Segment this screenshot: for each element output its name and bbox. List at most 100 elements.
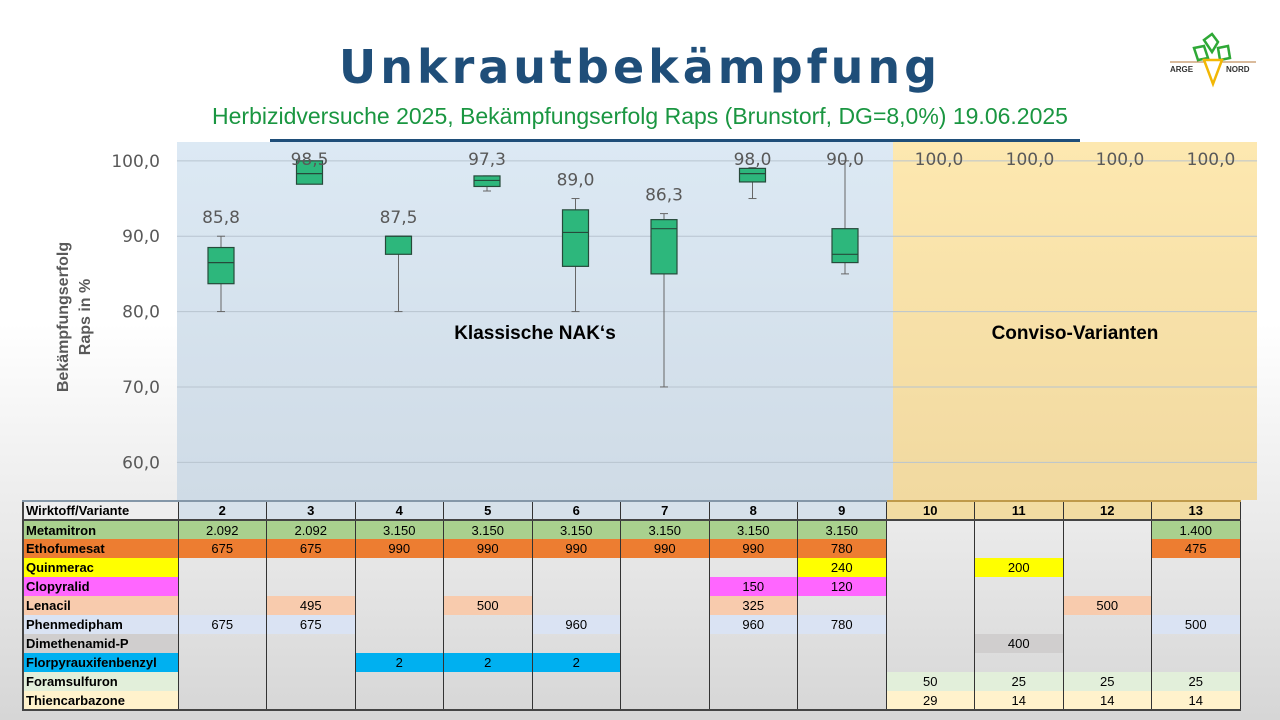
table-row: Dimethenamid-P 400	[22, 634, 1241, 653]
table-cell: 2	[443, 653, 533, 672]
table-cell: 475	[1151, 539, 1241, 558]
table-cell-empty	[708, 672, 798, 691]
table-cell-empty	[974, 653, 1064, 672]
table-cell-empty	[974, 520, 1064, 539]
column-header: 6	[531, 500, 621, 521]
y-axis-label-line1: Bekämpfungserfolg	[55, 241, 72, 393]
mean-label: 100,0	[1096, 150, 1145, 170]
y-axis-label-line2: Raps in %	[77, 278, 94, 356]
table-cell-empty	[885, 596, 975, 615]
box	[207, 246, 235, 285]
table-cell-empty	[354, 596, 444, 615]
table-cell-empty	[443, 577, 533, 596]
table-cell: 780	[797, 539, 887, 558]
table-header-row: Wirktoff/Variante 2 3 4 5 6 7 8 9 10 11 12 13	[22, 500, 1241, 521]
table-cell-empty	[177, 653, 267, 672]
table-cell-empty	[443, 558, 533, 577]
table-cell: 2	[531, 653, 621, 672]
table-cell-empty	[797, 672, 887, 691]
table-cell-empty	[620, 596, 710, 615]
table-cell: 675	[177, 539, 267, 558]
table-cell: 25	[974, 672, 1064, 691]
table-cell-empty	[708, 558, 798, 577]
table-cell: 675	[177, 615, 267, 634]
table-cell-empty	[354, 558, 444, 577]
table-cell-empty	[354, 615, 444, 634]
table-row: Florpyrauxifenbenzyl 2 2 2	[22, 653, 1241, 672]
table-cell: 14	[974, 691, 1064, 711]
table-cell: 25	[1062, 672, 1152, 691]
table-cell-empty	[1062, 653, 1152, 672]
table-cell-empty	[266, 634, 356, 653]
table-cell: 990	[443, 539, 533, 558]
table-cell: 25	[1151, 672, 1241, 691]
box	[384, 235, 413, 255]
table-cell-empty	[797, 596, 887, 615]
active-ingredient-table: Wirktoff/Variante 2 3 4 5 6 7 8 9 10 11 12 13 Metamit…	[22, 500, 1241, 711]
table-cell-empty	[531, 558, 621, 577]
corner-header: Wirktoff/Variante	[22, 500, 179, 521]
table-cell-empty	[797, 653, 887, 672]
table-cell-empty	[885, 615, 975, 634]
table-cell-empty	[974, 615, 1064, 634]
table-cell-empty	[974, 539, 1064, 558]
row-label: Ethofumesat	[22, 539, 179, 558]
page-title: Unkrautbekämpfung	[338, 40, 942, 94]
table-row: Quinmerac 240 200	[22, 558, 1241, 577]
table-cell: 960	[708, 615, 798, 634]
table-cell-empty	[1151, 558, 1241, 577]
table-cell-empty	[266, 691, 356, 711]
table-cell: 2	[354, 653, 444, 672]
svg-text:NORD: NORD	[1226, 65, 1250, 74]
column-header: 12	[1062, 500, 1152, 521]
box	[650, 219, 678, 275]
table-cell: 2.092	[266, 520, 356, 539]
table-cell: 500	[1062, 596, 1152, 615]
table-cell-empty	[266, 558, 356, 577]
table-cell: 240	[797, 558, 887, 577]
table-cell-empty	[443, 691, 533, 711]
page-subtitle: Herbizidversuche 2025, Bekämpfungserfolg…	[212, 103, 1068, 129]
title-divider	[270, 139, 1080, 142]
table-cell-empty	[1062, 634, 1152, 653]
table-cell-empty	[443, 634, 533, 653]
y-axis-label: Bekämpfungserfolg Raps in %	[53, 217, 97, 417]
table-cell: 14	[1062, 691, 1152, 711]
box	[831, 228, 859, 264]
table-cell: 500	[443, 596, 533, 615]
y-tick-label: 100,0	[111, 152, 160, 172]
table-cell: 3.150	[531, 520, 621, 539]
table-cell-empty	[531, 691, 621, 711]
box	[738, 167, 767, 183]
table-cell: 780	[797, 615, 887, 634]
table-row: Metamitron 2.092 2.092 3.150 3.150 3.150 3.150…	[22, 520, 1241, 539]
table-cell-empty	[177, 558, 267, 577]
table-cell-empty	[177, 634, 267, 653]
table-cell: 1.400	[1151, 520, 1241, 539]
table-cell-empty	[1151, 577, 1241, 596]
table-cell-empty	[1062, 539, 1152, 558]
mean-label: 98,0	[734, 150, 772, 170]
column-header: 5	[443, 500, 533, 521]
table-cell-empty	[885, 539, 975, 558]
column-header: 13	[1151, 500, 1241, 521]
table-cell-empty	[620, 577, 710, 596]
table-cell-empty	[797, 691, 887, 711]
column-header: 10	[885, 500, 975, 521]
row-label: Clopyralid	[22, 577, 179, 596]
column-header: 4	[354, 500, 444, 521]
table-cell: 3.150	[443, 520, 533, 539]
table-cell-empty	[708, 691, 798, 711]
mean-label: 87,5	[380, 208, 418, 228]
table-cell-empty	[177, 596, 267, 615]
table-cell-empty	[620, 634, 710, 653]
row-label: Foramsulfuron	[22, 672, 179, 691]
table-cell-empty	[1151, 596, 1241, 615]
table-cell-empty	[177, 691, 267, 711]
table-cell-empty	[531, 596, 621, 615]
table-cell-empty	[354, 634, 444, 653]
y-tick-label: 70,0	[122, 378, 160, 398]
table-cell-empty	[1062, 520, 1152, 539]
column-header: 2	[177, 500, 267, 521]
table-cell: 14	[1151, 691, 1241, 711]
